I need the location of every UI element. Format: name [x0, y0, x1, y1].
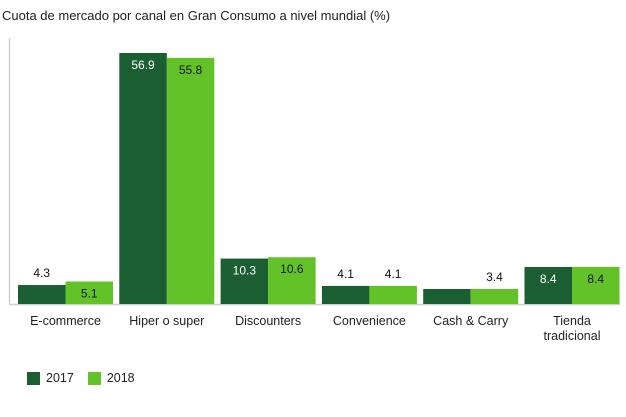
- bar-2018-5: [572, 266, 620, 304]
- data-label: 5.1: [81, 287, 98, 301]
- bar-2017-1: [119, 53, 167, 304]
- legend-swatch: [87, 371, 101, 385]
- bar-2018-3: [369, 285, 417, 304]
- legend-label: 2017: [46, 371, 74, 385]
- legend-swatch: [27, 371, 40, 385]
- category-label: Convenience: [333, 314, 406, 328]
- data-label: 8.4: [587, 272, 604, 286]
- data-label: 4.1: [385, 267, 402, 281]
- data-label: 10.6: [280, 262, 304, 276]
- category-label: tradicional: [544, 329, 601, 343]
- data-label: 55.8: [179, 63, 203, 77]
- data-label: 10.3: [233, 264, 257, 278]
- data-label: 3.4: [486, 270, 503, 284]
- bar-2017-4: [423, 289, 471, 304]
- category-label: Tienda: [553, 314, 591, 328]
- bar-2017-3: [321, 285, 370, 304]
- legend: 2017 2018: [27, 371, 139, 385]
- bar-2018-1: [166, 57, 215, 304]
- category-label: E-commerce: [30, 314, 101, 328]
- bar-2017-0: [18, 285, 66, 304]
- chart-title: Cuota de mercado por canal en Gran Consu…: [2, 8, 391, 23]
- category-label: Hiper o super: [129, 314, 204, 328]
- legend-label: 2018: [106, 371, 135, 385]
- legend-item-2017: 2017: [27, 371, 74, 385]
- data-label: 4.3: [33, 266, 50, 280]
- category-label: Cash & Carry: [433, 314, 509, 328]
- bar-2017-5: [524, 266, 572, 304]
- bar-2017-2: [220, 258, 269, 304]
- category-label: Discounters: [235, 314, 301, 328]
- bar-2018-2: [268, 257, 316, 304]
- data-label: 4.1: [337, 267, 354, 281]
- bar-2018-4: [470, 289, 519, 304]
- bar-2018-0: [65, 281, 113, 304]
- legend-item-2018: 2018: [87, 371, 135, 385]
- data-label: 56.9: [131, 58, 155, 72]
- data-label: 8.4: [540, 272, 557, 286]
